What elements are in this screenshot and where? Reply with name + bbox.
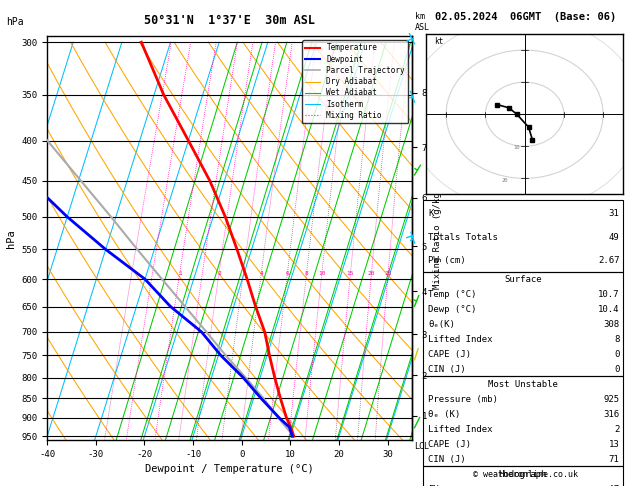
Text: CAPE (J): CAPE (J): [428, 440, 471, 449]
Text: 316: 316: [603, 410, 620, 419]
Y-axis label: Mixing Ratio (g/kg): Mixing Ratio (g/kg): [433, 187, 442, 289]
Y-axis label: hPa: hPa: [6, 229, 16, 247]
Text: 13: 13: [609, 440, 620, 449]
Text: 10.7: 10.7: [598, 290, 620, 299]
X-axis label: Dewpoint / Temperature (°C): Dewpoint / Temperature (°C): [145, 464, 314, 474]
Text: Lifted Index: Lifted Index: [428, 335, 493, 344]
Text: Temp (°C): Temp (°C): [428, 290, 477, 299]
Text: 02.05.2024  06GMT  (Base: 06): 02.05.2024 06GMT (Base: 06): [435, 12, 616, 22]
Text: 925: 925: [603, 395, 620, 404]
Text: LCL: LCL: [414, 442, 429, 451]
Text: 8: 8: [304, 271, 308, 276]
Text: Totals Totals: Totals Totals: [428, 233, 498, 242]
Text: θₑ(K): θₑ(K): [428, 320, 455, 329]
Text: 15: 15: [347, 271, 354, 276]
Text: Pressure (mb): Pressure (mb): [428, 395, 498, 404]
Text: 25: 25: [384, 271, 392, 276]
Text: 31: 31: [609, 209, 620, 218]
Text: K: K: [428, 209, 434, 218]
Text: 10: 10: [513, 145, 520, 151]
Text: 2: 2: [614, 425, 620, 434]
Legend: Temperature, Dewpoint, Parcel Trajectory, Dry Adiabat, Wet Adiabat, Isotherm, Mi: Temperature, Dewpoint, Parcel Trajectory…: [302, 40, 408, 123]
Text: Surface: Surface: [504, 276, 542, 284]
Text: kt: kt: [434, 36, 443, 46]
Text: © weatheronline.co.uk: © weatheronline.co.uk: [473, 469, 577, 479]
Text: Most Unstable: Most Unstable: [488, 380, 558, 389]
Text: 10.4: 10.4: [598, 305, 620, 314]
Text: 0: 0: [614, 350, 620, 359]
Text: 50°31'N  1°37'E  30m ASL: 50°31'N 1°37'E 30m ASL: [144, 14, 315, 27]
Text: 10: 10: [318, 271, 326, 276]
Text: 8: 8: [614, 335, 620, 344]
Text: 20: 20: [501, 177, 508, 183]
Text: 308: 308: [603, 320, 620, 329]
Text: 0: 0: [614, 365, 620, 374]
Text: Dewp (°C): Dewp (°C): [428, 305, 477, 314]
Text: 2: 2: [217, 271, 221, 276]
Text: -47: -47: [603, 485, 620, 486]
Text: 2.67: 2.67: [598, 257, 620, 265]
Text: θₑ (K): θₑ (K): [428, 410, 460, 419]
Text: Hodograph: Hodograph: [499, 470, 547, 479]
Text: Lifted Index: Lifted Index: [428, 425, 493, 434]
Text: 6: 6: [286, 271, 289, 276]
Text: CIN (J): CIN (J): [428, 365, 466, 374]
Text: EH: EH: [428, 485, 439, 486]
Text: 71: 71: [609, 455, 620, 464]
Text: km
ASL: km ASL: [415, 12, 430, 32]
Text: CAPE (J): CAPE (J): [428, 350, 471, 359]
Text: hPa: hPa: [6, 17, 24, 27]
Text: CIN (J): CIN (J): [428, 455, 466, 464]
Text: PW (cm): PW (cm): [428, 257, 466, 265]
Text: 49: 49: [609, 233, 620, 242]
Text: 20: 20: [368, 271, 375, 276]
Text: 4: 4: [259, 271, 263, 276]
Text: 1: 1: [178, 271, 182, 276]
